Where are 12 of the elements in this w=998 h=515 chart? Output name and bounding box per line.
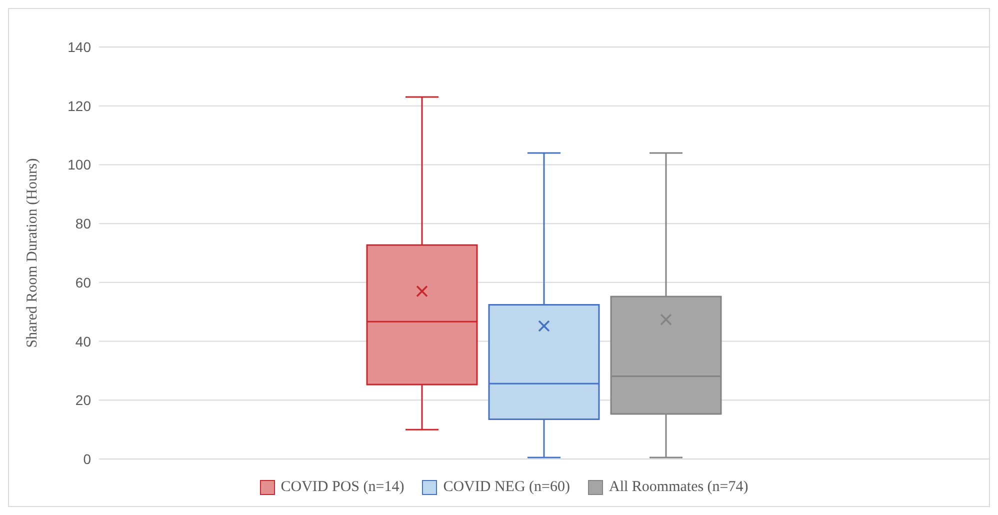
y-tick-label: 20 <box>75 392 92 408</box>
y-tick-label: 0 <box>83 450 92 467</box>
legend-label: All Roommates (n=74) <box>608 479 748 496</box>
legend-label: COVID POS (n=14) <box>280 479 404 496</box>
legend-label: COVID NEG (n=60) <box>443 479 570 496</box>
y-axis-title: Shared Room Duration (Hours) <box>24 158 40 348</box>
y-tick-label: 40 <box>75 333 92 350</box>
y-tick-label: 100 <box>68 156 92 173</box>
y-tick-label: 80 <box>75 216 92 232</box>
y-tick-label: 140 <box>68 38 92 55</box>
y-tick-label: 120 <box>68 98 92 114</box>
y-tick-label: 60 <box>75 274 92 290</box>
